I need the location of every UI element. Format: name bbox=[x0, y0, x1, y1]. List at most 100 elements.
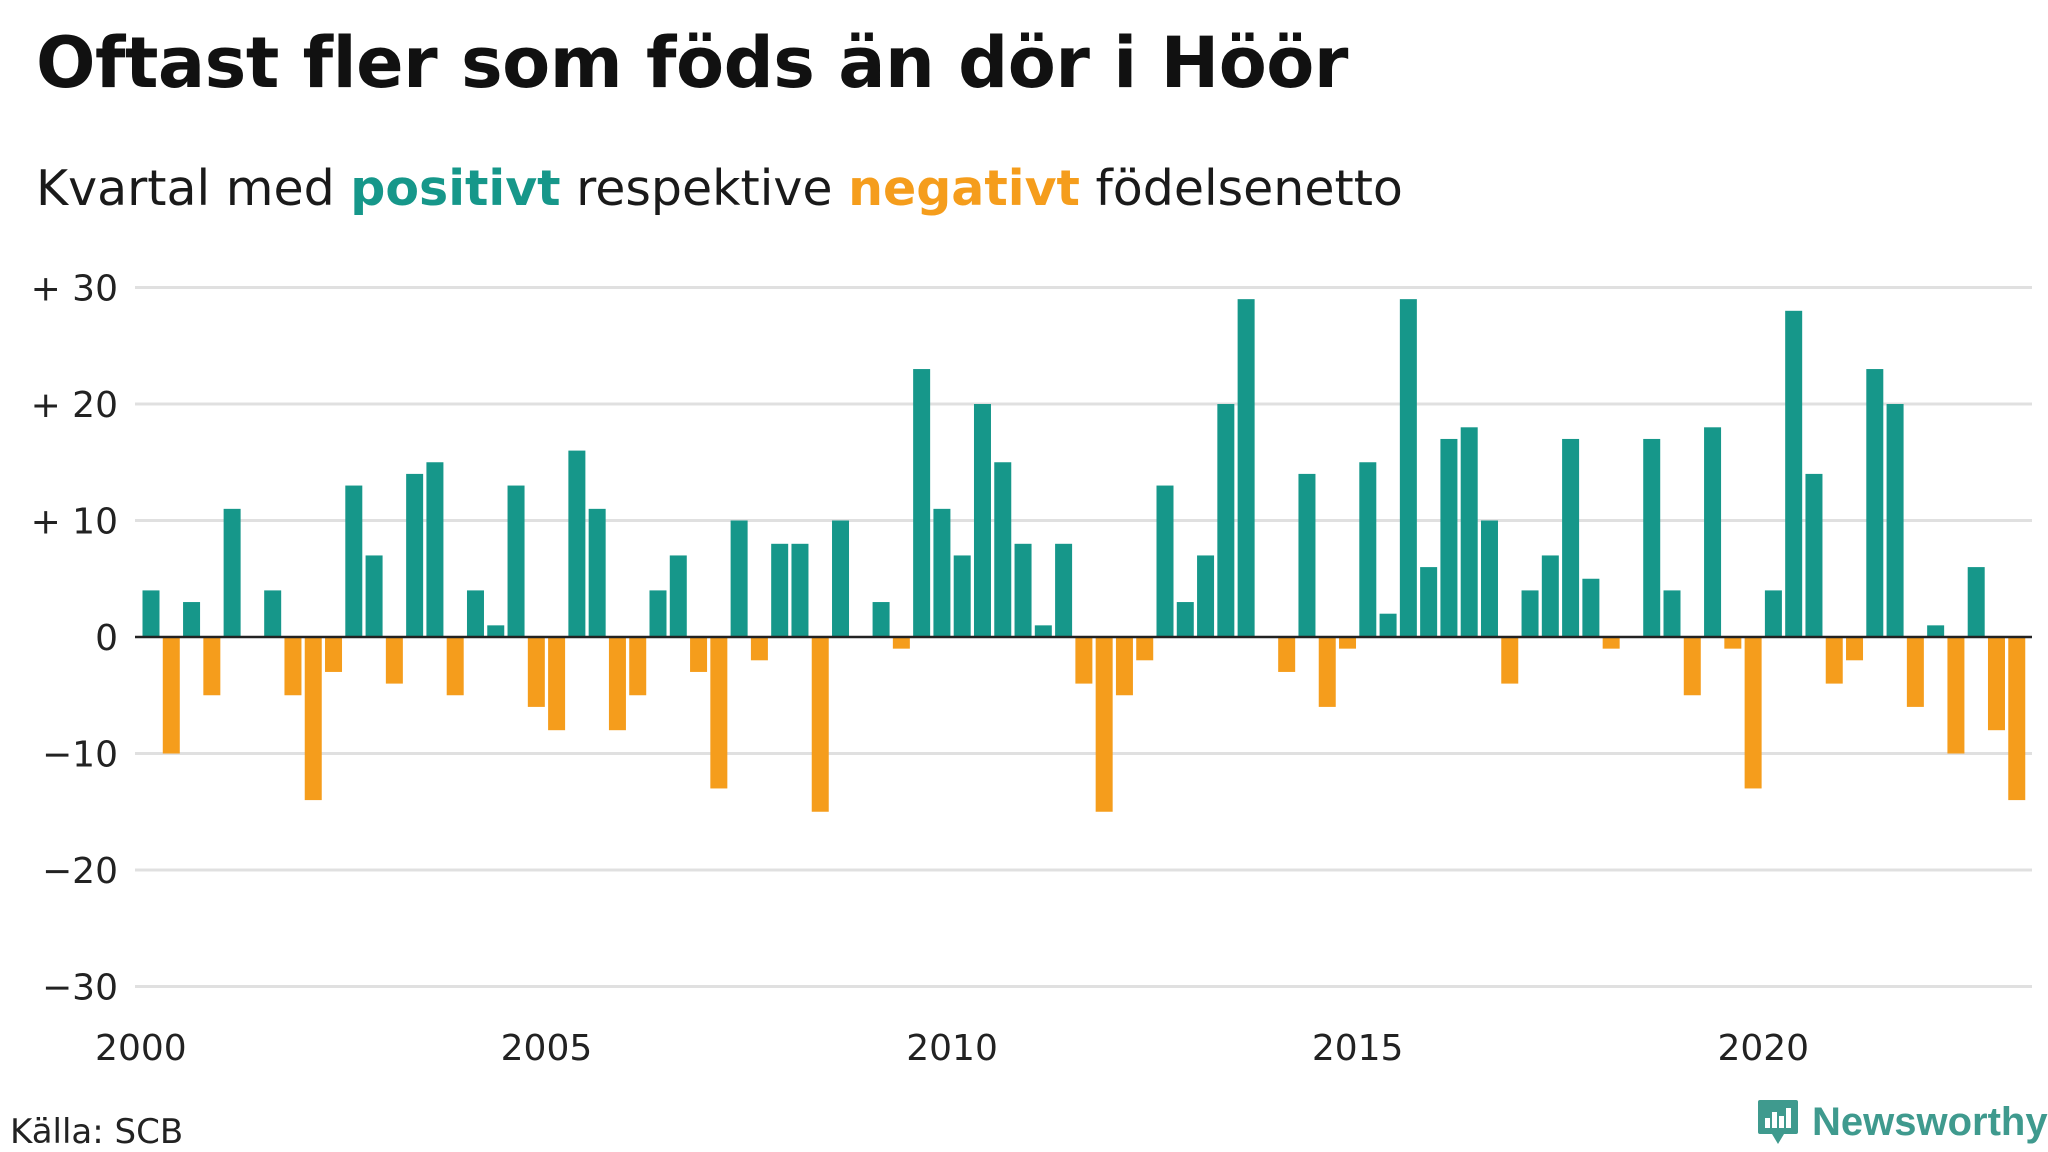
bar-positive bbox=[669, 555, 687, 637]
x-tick-label: 2000 bbox=[95, 1028, 187, 1069]
bar-positive bbox=[588, 508, 606, 637]
bar-negative bbox=[811, 637, 829, 812]
bar-positive bbox=[426, 462, 444, 637]
bar-positive bbox=[649, 590, 667, 637]
bar-positive bbox=[568, 450, 586, 637]
bar-negative bbox=[284, 637, 302, 696]
bar-positive bbox=[913, 369, 931, 637]
bar-positive bbox=[730, 520, 748, 637]
bar-negative bbox=[1339, 637, 1357, 649]
y-tick-label: −20 bbox=[42, 851, 118, 892]
bar-positive bbox=[1805, 473, 1823, 637]
bar-positive bbox=[142, 590, 160, 637]
bar-negative bbox=[608, 637, 626, 731]
y-tick-label: −10 bbox=[42, 735, 118, 776]
bar-positive bbox=[1704, 427, 1722, 637]
bar-negative bbox=[1278, 637, 1296, 672]
bar-negative bbox=[162, 637, 180, 754]
bar-positive bbox=[1541, 555, 1559, 637]
bar-positive bbox=[1521, 590, 1539, 637]
y-tick-label: −30 bbox=[42, 968, 118, 1009]
bar-positive bbox=[1379, 613, 1397, 637]
bar-positive bbox=[1886, 404, 1904, 637]
bar-positive bbox=[487, 625, 505, 637]
bar-positive bbox=[791, 543, 809, 637]
bar-negative bbox=[1846, 637, 1864, 661]
bar-positive bbox=[1643, 438, 1661, 637]
bar-positive bbox=[1460, 427, 1478, 637]
bar-negative bbox=[750, 637, 768, 661]
bar-negative bbox=[892, 637, 910, 649]
bar-positive bbox=[1034, 625, 1052, 637]
bar-positive bbox=[264, 590, 282, 637]
bar-positive bbox=[406, 473, 424, 637]
bar-negative bbox=[385, 637, 403, 684]
bar-positive bbox=[771, 543, 789, 637]
y-tick-label: 0 bbox=[95, 618, 118, 659]
bar-positive bbox=[1785, 310, 1803, 637]
bar-negative bbox=[1075, 637, 1093, 684]
bar-positive bbox=[1967, 567, 1985, 637]
bar-positive bbox=[933, 508, 951, 637]
bar-negative bbox=[1501, 637, 1519, 684]
bar-positive bbox=[1440, 438, 1458, 637]
bar-positive bbox=[832, 520, 850, 637]
bar-positive bbox=[1480, 520, 1498, 637]
bar-positive bbox=[994, 462, 1012, 637]
bar-positive bbox=[1156, 485, 1174, 637]
bar-negative bbox=[1947, 637, 1965, 754]
bar-negative bbox=[325, 637, 343, 672]
bar-negative bbox=[527, 637, 545, 707]
newsworthy-logo-text: Newsworthy bbox=[1812, 1099, 2048, 1144]
y-tick-label: + 20 bbox=[31, 385, 118, 426]
subtitle-positive-word: positivt bbox=[350, 160, 561, 217]
x-tick-label: 2005 bbox=[501, 1028, 593, 1069]
bar-negative bbox=[629, 637, 647, 696]
bar-negative bbox=[446, 637, 464, 696]
bar-positive bbox=[1866, 369, 1884, 637]
bar-positive bbox=[345, 485, 363, 637]
bar-negative bbox=[1683, 637, 1701, 696]
x-tick-label: 2015 bbox=[1312, 1028, 1404, 1069]
bar-negative bbox=[690, 637, 708, 672]
x-tick-label: 2020 bbox=[1717, 1028, 1809, 1069]
chart-title: Oftast fler som föds än dör i Höör bbox=[36, 22, 1348, 104]
bar-positive bbox=[1399, 299, 1417, 637]
subtitle-middle: respektive bbox=[576, 160, 833, 217]
y-tick-label: + 10 bbox=[31, 502, 118, 543]
bar-negative bbox=[304, 637, 322, 801]
subtitle-prefix: Kvartal med bbox=[36, 160, 335, 217]
bar-positive bbox=[973, 404, 991, 637]
newsworthy-logo-icon bbox=[1758, 1100, 1798, 1144]
bar-positive bbox=[1420, 567, 1438, 637]
newsworthy-logo: Newsworthy bbox=[1756, 1098, 2048, 1146]
bar-positive bbox=[1014, 543, 1032, 637]
bar-positive bbox=[183, 602, 201, 637]
bar-positive bbox=[1582, 578, 1600, 637]
bar-negative bbox=[1136, 637, 1154, 661]
bar-negative bbox=[1602, 637, 1620, 649]
bar-negative bbox=[1095, 637, 1113, 812]
bar-negative bbox=[1825, 637, 1843, 684]
chart-subtitle: Kvartal med positivt respektive negativt… bbox=[36, 160, 1403, 217]
bar-positive bbox=[223, 508, 241, 637]
bar-positive bbox=[1197, 555, 1215, 637]
bar-positive bbox=[1176, 602, 1194, 637]
bar-chart: + 30 + 20 + 10 0 −10 −20 −30 2000 2005 2010 2015 20… bbox=[31, 269, 2032, 1069]
bar-negative bbox=[710, 637, 728, 789]
bar-negative bbox=[1115, 637, 1133, 696]
bar-negative bbox=[2008, 637, 2026, 801]
bar-negative bbox=[1318, 637, 1336, 707]
subtitle-negative-word: negativt bbox=[848, 160, 1080, 217]
subtitle-suffix: födelsenetto bbox=[1095, 160, 1403, 217]
bar-negative bbox=[1724, 637, 1742, 649]
bar-negative bbox=[1906, 637, 1924, 707]
bar-positive bbox=[953, 555, 971, 637]
bar-negative bbox=[203, 637, 221, 696]
bar-positive bbox=[1663, 590, 1681, 637]
bar-negative bbox=[1987, 637, 2005, 731]
x-tick-label: 2010 bbox=[906, 1028, 998, 1069]
source-note: Källa: SCB bbox=[10, 1112, 184, 1152]
bar-positive bbox=[1764, 590, 1782, 637]
bar-positive bbox=[365, 555, 383, 637]
